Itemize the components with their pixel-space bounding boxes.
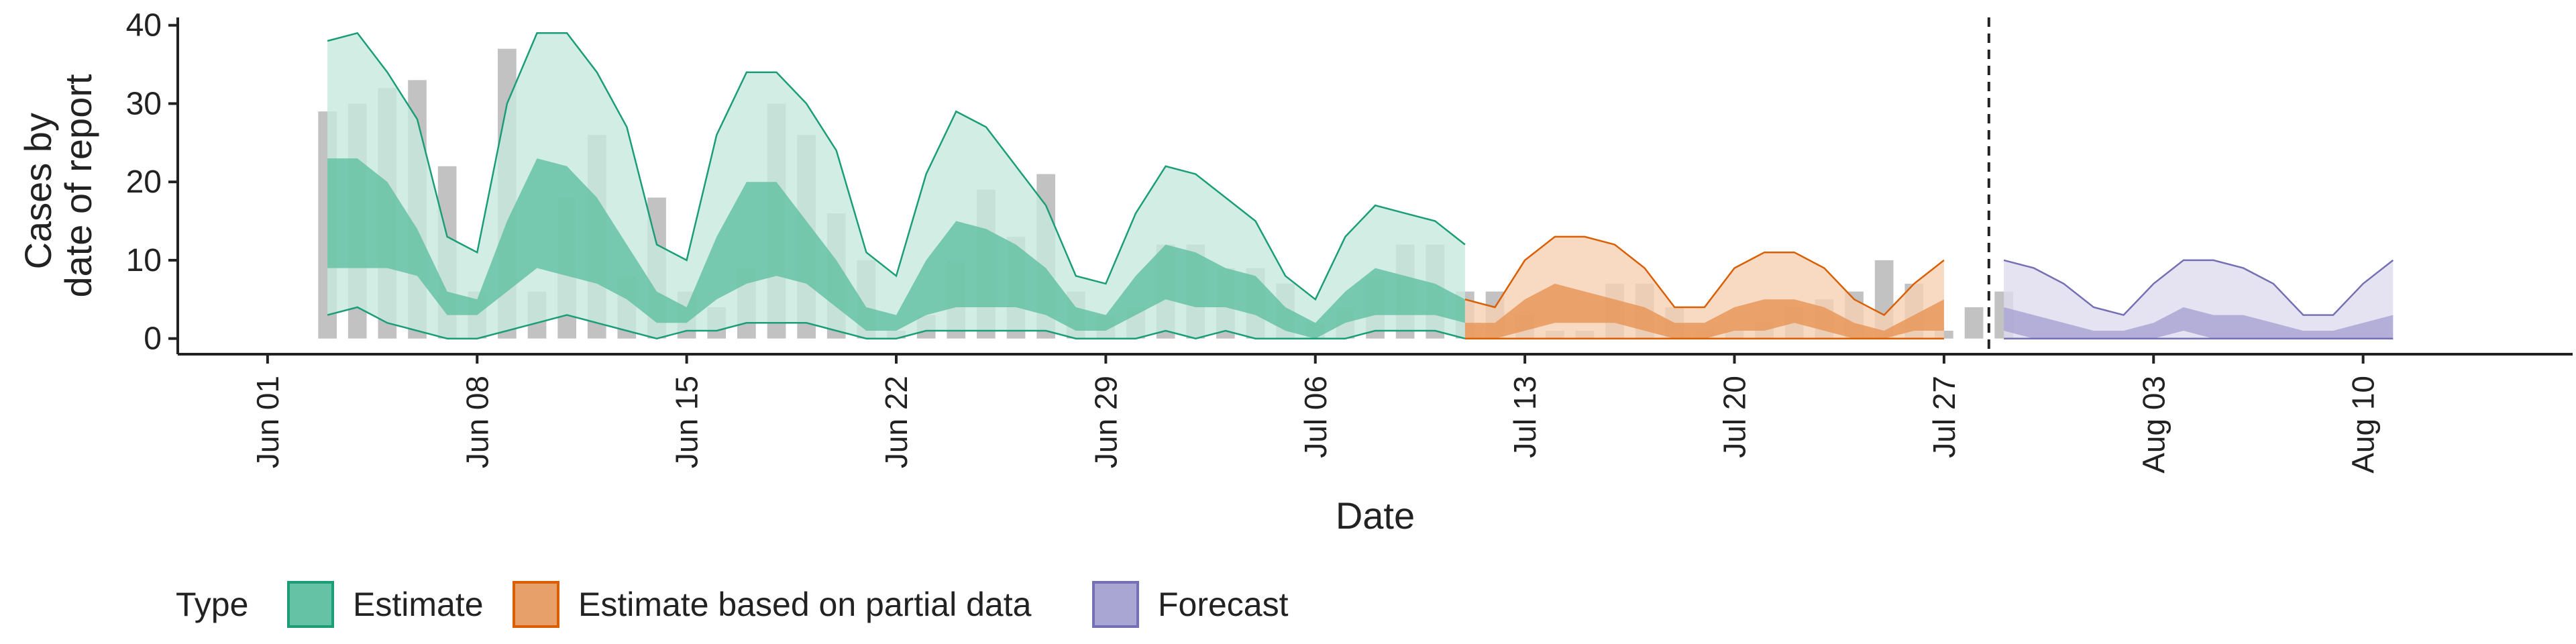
legend-label-estimate: Estimate bbox=[353, 586, 484, 623]
y-tick-label: 10 bbox=[126, 243, 162, 278]
legend-swatch-partial bbox=[513, 581, 559, 628]
forecast-upper-line bbox=[2003, 259, 2394, 316]
x-tick-label: Jun 29 bbox=[1088, 376, 1123, 468]
estimate-lower-line bbox=[327, 306, 1466, 339]
legend: Type Estimate Estimate based on partial … bbox=[176, 581, 1289, 628]
estimate-50-band bbox=[327, 158, 1465, 339]
x-tick-label: Jun 22 bbox=[879, 376, 914, 468]
x-tick-label: Jul 13 bbox=[1507, 376, 1542, 458]
x-tick-label: Jul 27 bbox=[1927, 376, 1962, 458]
legend-label-partial: Estimate based on partial data bbox=[578, 586, 1032, 623]
y-axis-title: Cases by date of report bbox=[17, 74, 99, 298]
x-axis-ticks: Jun 01 Jun 08 Jun 15 Jun 22 Jun 29 Jul 06 Jul … bbox=[250, 354, 2381, 474]
y-tick-label: 20 bbox=[126, 164, 162, 200]
x-tick-label: Jun 08 bbox=[460, 376, 494, 468]
x-axis-title: Date bbox=[1336, 494, 1415, 537]
partial-upper-line bbox=[1464, 235, 1945, 317]
estimate-upper-line bbox=[327, 32, 1466, 301]
y-tick-label: 40 bbox=[126, 8, 162, 44]
plot-area bbox=[318, 17, 2394, 354]
partial-50-band bbox=[1464, 283, 1944, 339]
x-tick-label: Jun 15 bbox=[669, 376, 704, 468]
legend-label-forecast: Forecast bbox=[1158, 586, 1289, 623]
x-tick-label: Aug 03 bbox=[2136, 376, 2171, 474]
x-tick-label: Aug 10 bbox=[2346, 376, 2381, 474]
observed-bar bbox=[1964, 307, 1984, 339]
x-tick-label: Jul 06 bbox=[1298, 376, 1333, 458]
x-tick-label: Jun 01 bbox=[250, 376, 285, 468]
x-tick-label: Jul 20 bbox=[1717, 376, 1752, 458]
y-axis-ticks: 0 10 20 30 40 bbox=[126, 8, 178, 357]
forecast-50-band bbox=[2004, 307, 2394, 339]
axes: 0 10 20 30 40 Jun 01 Jun 08 Jun 15 Jun 22 Jun 29… bbox=[126, 8, 2573, 474]
legend-swatch-estimate bbox=[287, 581, 334, 628]
y-tick-label: 30 bbox=[126, 86, 162, 121]
series-forecast bbox=[2003, 259, 2394, 339]
y-axis-title-line-1: Cases by bbox=[17, 113, 59, 269]
forecast-90-band bbox=[2004, 260, 2394, 339]
legend-title: Type bbox=[176, 586, 248, 623]
y-axis-title-line-2: date of report bbox=[57, 74, 99, 298]
legend-swatch-forecast bbox=[1092, 581, 1139, 628]
series-estimate bbox=[327, 32, 1466, 339]
y-tick-label: 0 bbox=[144, 321, 162, 357]
series-partial bbox=[1464, 235, 1945, 339]
